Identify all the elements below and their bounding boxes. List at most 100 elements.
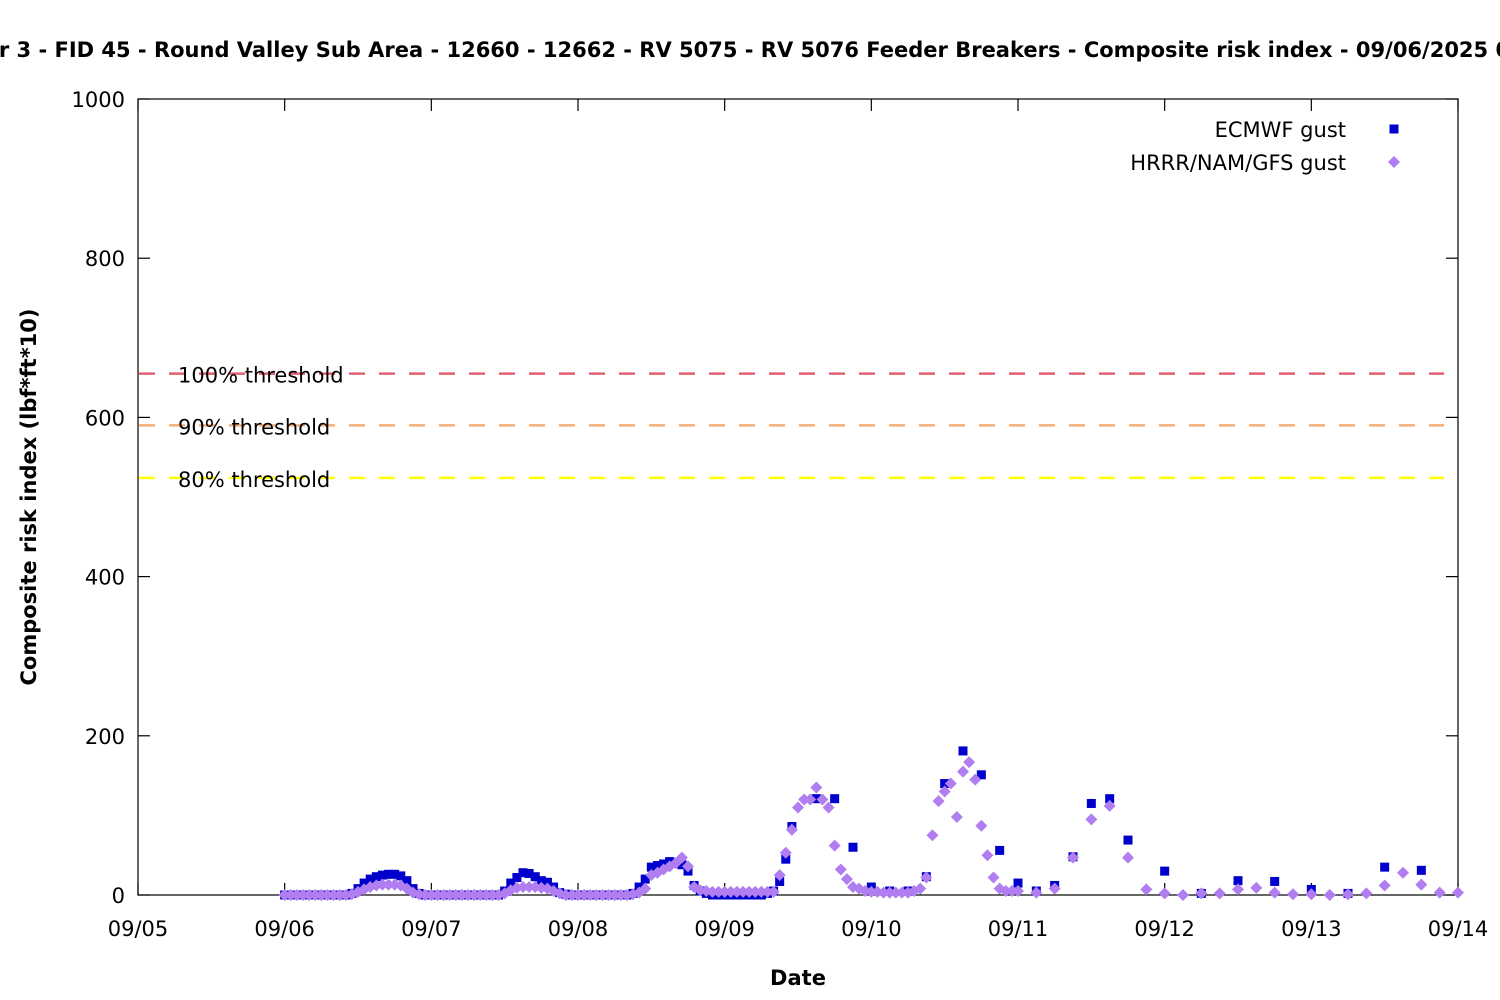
data-point (284, 889, 297, 901)
data-point (848, 842, 858, 852)
x-tick-label: 09/07 (401, 917, 462, 941)
legend-entry-label: HRRR/NAM/GFS gust (1130, 151, 1346, 175)
data-point (834, 863, 847, 876)
data-point (999, 885, 1012, 898)
data-point (1416, 865, 1426, 875)
data-point (640, 874, 650, 884)
data-point (792, 801, 804, 814)
data-point (706, 885, 719, 898)
data-point (437, 889, 450, 901)
data-point (480, 889, 493, 901)
data-point (830, 794, 840, 804)
data-point (1013, 878, 1023, 888)
data-point (1005, 885, 1018, 898)
data-point (940, 779, 950, 789)
data-point (572, 889, 584, 901)
data-point (675, 851, 688, 864)
x-tick-label: 09/09 (694, 917, 755, 941)
data-point (895, 886, 908, 899)
data-point (840, 873, 853, 886)
data-point (737, 885, 749, 898)
data-point (1380, 862, 1390, 872)
data-point (359, 878, 369, 888)
data-point (976, 770, 986, 780)
data-point (474, 889, 487, 901)
threshold-label: 90% threshold (178, 415, 330, 439)
data-point (926, 829, 939, 842)
data-point (743, 885, 756, 898)
y-tick-label: 200 (85, 725, 125, 749)
data-point (1012, 885, 1024, 898)
data-point (1105, 794, 1115, 804)
data-point (321, 889, 334, 901)
data-point (1270, 876, 1280, 886)
data-point (614, 889, 627, 901)
data-point (1397, 866, 1409, 879)
data-point (559, 889, 572, 901)
data-point (889, 886, 902, 899)
data-point (1086, 798, 1096, 808)
data-point (584, 889, 597, 901)
data-point (877, 886, 890, 899)
x-tick-label: 09/10 (841, 917, 902, 941)
data-point (425, 889, 438, 901)
data-point (396, 871, 406, 881)
data-point (523, 881, 536, 894)
plot-area-frame (137, 98, 1459, 896)
data-point (1085, 813, 1098, 826)
data-point (749, 885, 762, 898)
data-point (761, 885, 774, 898)
data-point (384, 869, 394, 879)
data-point (518, 868, 528, 878)
data-point (981, 849, 994, 862)
data-point (596, 889, 609, 901)
x-axis-label: Date (770, 966, 826, 990)
data-point (1213, 887, 1226, 900)
data-point (608, 889, 621, 901)
data-point (602, 889, 615, 901)
data-point (1268, 886, 1281, 899)
data-point (811, 794, 821, 804)
data-point (712, 885, 725, 898)
data-point (290, 889, 303, 901)
data-point (1378, 879, 1391, 892)
data-point (512, 872, 522, 882)
data-point (975, 819, 988, 832)
data-point (816, 793, 829, 806)
axis-ticks: 09/05 09/06 09/07 09/08 09/09 09/10 09/11 09/12… (72, 88, 1489, 941)
data-point (278, 889, 291, 901)
data-series (278, 746, 1464, 901)
data-point (517, 881, 529, 894)
data-point (449, 889, 462, 901)
data-point (1140, 883, 1153, 896)
data-point (419, 889, 432, 901)
data-point (810, 781, 823, 794)
data-point (382, 878, 395, 891)
data-point (1195, 887, 1208, 900)
data-point (798, 793, 811, 806)
data-point (1122, 851, 1134, 864)
x-tick-label: 09/14 (1428, 917, 1489, 941)
data-point (995, 845, 1005, 855)
data-point (303, 889, 316, 901)
data-point (781, 854, 791, 864)
y-tick-label: 400 (85, 566, 125, 590)
data-point (1342, 888, 1354, 901)
data-point (590, 889, 603, 901)
data-point (646, 862, 656, 872)
data-point (455, 889, 468, 901)
data-point (767, 885, 780, 898)
data-point (578, 889, 591, 901)
data-point (1177, 889, 1189, 901)
legend-marker (1389, 124, 1399, 134)
data-point (944, 777, 957, 790)
data-point (1233, 876, 1243, 886)
x-tick-label: 09/13 (1281, 917, 1342, 941)
legend-entry-label: ECMWF gust (1215, 118, 1346, 142)
data-point (969, 773, 982, 786)
y-tick-label: 600 (85, 406, 125, 430)
data-point (1433, 886, 1446, 899)
data-point (443, 889, 456, 901)
